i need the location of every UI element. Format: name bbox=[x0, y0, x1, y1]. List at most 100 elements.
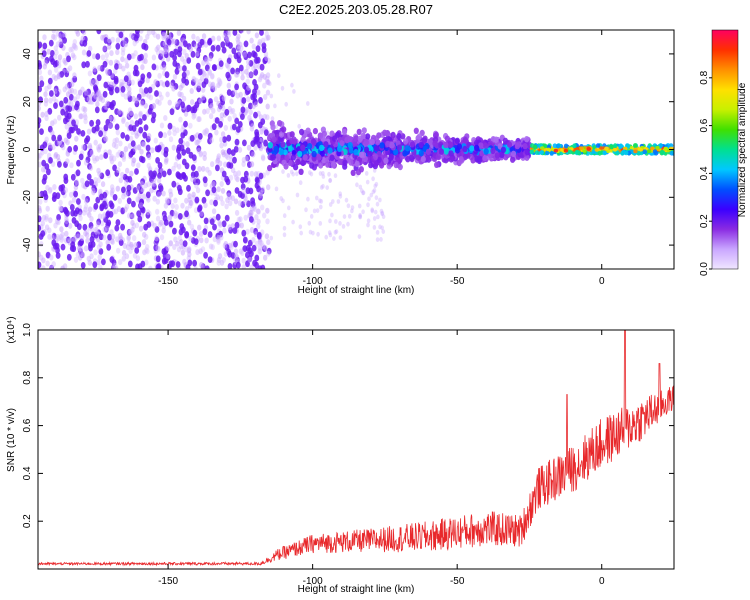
heatmap-cell bbox=[358, 212, 362, 218]
heatmap-cell bbox=[66, 253, 72, 261]
heatmap-cell bbox=[172, 227, 177, 235]
heatmap-cell bbox=[219, 136, 224, 143]
heatmap-cell bbox=[95, 221, 101, 228]
heatmap-cell bbox=[51, 134, 57, 142]
heatmap-cell bbox=[262, 212, 267, 219]
heatmap-cell bbox=[474, 155, 480, 163]
heatmap-cell bbox=[249, 264, 254, 269]
y-tick-label: 0.2 bbox=[22, 514, 33, 528]
heatmap-cell bbox=[40, 111, 45, 118]
heatmap-cell bbox=[211, 107, 216, 114]
heatmap-cell bbox=[89, 119, 94, 127]
heatmap-cell bbox=[209, 199, 214, 206]
heatmap-cell bbox=[41, 214, 47, 221]
heatmap-cell bbox=[103, 124, 109, 132]
heatmap-cell bbox=[375, 230, 380, 235]
heatmap-cell bbox=[86, 173, 92, 181]
x-tick-label: -50 bbox=[450, 576, 465, 587]
heatmap-cell bbox=[146, 71, 152, 79]
heatmap-cell bbox=[265, 72, 271, 79]
heatmap-cell bbox=[143, 58, 148, 65]
heatmap-cell bbox=[244, 107, 249, 113]
heatmap-cell bbox=[94, 228, 99, 235]
heatmap-cell bbox=[132, 69, 138, 77]
heatmap-cell bbox=[155, 208, 160, 215]
heatmap-cell bbox=[53, 153, 58, 160]
heatmap-cell bbox=[216, 153, 221, 160]
heatmap-cell bbox=[359, 151, 365, 158]
heatmap-cell bbox=[105, 100, 110, 107]
heatmap-cell bbox=[267, 142, 273, 149]
heatmap-cell bbox=[509, 156, 516, 163]
heatmap-cell bbox=[39, 128, 44, 136]
heatmap-cell bbox=[333, 173, 338, 179]
heatmap-cell bbox=[143, 87, 149, 94]
heatmap-cell bbox=[136, 210, 142, 218]
heatmap-cell bbox=[318, 132, 324, 139]
heatmap-cell bbox=[42, 190, 48, 197]
heatmap-cell bbox=[81, 49, 87, 56]
heatmap-cell bbox=[117, 108, 122, 115]
heatmap-cell bbox=[126, 79, 132, 87]
heatmap-cell bbox=[246, 30, 251, 35]
heatmap-cell bbox=[188, 202, 193, 209]
heatmap-cell bbox=[164, 156, 169, 163]
heatmap-cell bbox=[76, 245, 82, 252]
x-tick-label: -150 bbox=[158, 276, 178, 287]
heatmap-cell bbox=[160, 40, 166, 48]
heatmap-cell bbox=[96, 30, 102, 35]
heatmap-cell bbox=[91, 126, 97, 134]
heatmap-cell bbox=[93, 177, 98, 183]
heatmap-cell bbox=[49, 90, 54, 97]
heatmap-cell bbox=[249, 37, 254, 44]
heatmap-cell bbox=[168, 136, 174, 143]
heatmap-cell bbox=[195, 36, 200, 42]
heatmap-cell bbox=[361, 209, 365, 215]
heatmap-cell bbox=[265, 103, 270, 110]
heatmap-cell bbox=[176, 30, 182, 36]
heatmap-cell bbox=[243, 214, 248, 221]
heatmap-cell bbox=[252, 206, 258, 212]
heatmap-cell bbox=[159, 94, 164, 101]
heatmap-cell bbox=[563, 143, 569, 149]
snr-frame bbox=[37, 329, 675, 570]
heatmap-cell bbox=[79, 238, 84, 246]
heatmap-cell bbox=[89, 253, 94, 260]
heatmap-cell bbox=[83, 203, 89, 210]
heatmap-cell bbox=[101, 136, 107, 144]
heatmap-cell bbox=[251, 237, 256, 243]
heatmap-cell bbox=[560, 148, 565, 152]
heatmap-cell bbox=[226, 31, 232, 38]
heatmap-cell bbox=[194, 139, 199, 146]
heatmap-cell bbox=[278, 131, 285, 138]
heatmap-cell bbox=[478, 142, 484, 149]
heatmap-cell bbox=[253, 144, 258, 151]
heatmap-cell bbox=[55, 252, 61, 259]
heatmap-cell bbox=[255, 208, 261, 215]
heatmap-cell bbox=[245, 251, 250, 259]
heatmap-cell bbox=[197, 204, 203, 212]
heatmap-cell bbox=[175, 261, 181, 268]
heatmap-cell bbox=[331, 135, 338, 142]
heatmap-cell bbox=[347, 142, 353, 149]
heatmap-cell bbox=[190, 164, 196, 172]
heatmap-cell bbox=[185, 147, 191, 155]
heatmap-cell bbox=[236, 170, 241, 177]
heatmap-cell bbox=[245, 63, 251, 70]
heatmap-cell bbox=[74, 135, 79, 142]
heatmap-cell bbox=[101, 258, 106, 266]
heatmap-cell bbox=[110, 233, 116, 240]
heatmap-cell bbox=[155, 245, 160, 252]
heatmap-cell bbox=[61, 144, 66, 151]
heatmap-cell bbox=[47, 83, 52, 90]
heatmap-cell bbox=[142, 231, 147, 238]
heatmap-cell bbox=[197, 166, 202, 172]
heatmap-cell bbox=[128, 248, 133, 254]
heatmap-cell bbox=[103, 152, 109, 159]
heatmap-cell bbox=[57, 114, 62, 121]
heatmap-cell bbox=[539, 150, 544, 155]
heatmap-cell bbox=[260, 264, 266, 269]
heatmap-cell bbox=[298, 168, 304, 175]
heatmap-cell bbox=[216, 238, 221, 245]
